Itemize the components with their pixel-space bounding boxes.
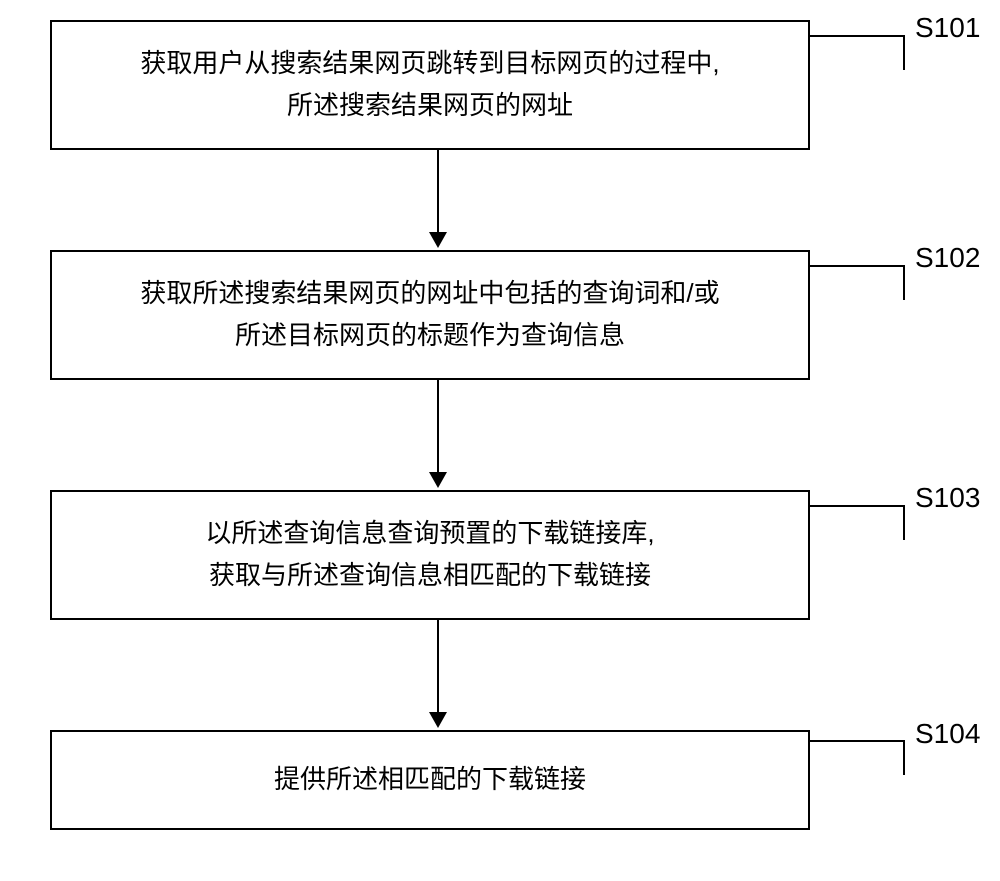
- step-box-s102: 获取所述搜索结果网页的网址中包括的查询词和/或 所述目标网页的标题作为查询信息: [50, 250, 810, 380]
- step-text-line2: 所述目标网页的标题作为查询信息: [235, 315, 625, 357]
- label-connector-s103: [810, 505, 905, 540]
- arrow-line: [437, 620, 439, 712]
- step-text-line2: 获取与所述查询信息相匹配的下载链接: [209, 555, 651, 597]
- arrow-line: [437, 380, 439, 472]
- label-connector-s101: [810, 35, 905, 70]
- label-connector-s102: [810, 265, 905, 300]
- step-box-s103: 以所述查询信息查询预置的下载链接库, 获取与所述查询信息相匹配的下载链接: [50, 490, 810, 620]
- step-text-line2: 所述搜索结果网页的网址: [287, 85, 573, 127]
- arrow-1: [429, 150, 447, 248]
- step-label-s103: S103: [915, 482, 980, 514]
- arrow-head-icon: [429, 472, 447, 488]
- step-text-line1: 获取所述搜索结果网页的网址中包括的查询词和/或: [140, 273, 719, 315]
- arrow-3: [429, 620, 447, 728]
- arrow-2: [429, 380, 447, 488]
- step-text-line1: 获取用户从搜索结果网页跳转到目标网页的过程中,: [140, 43, 719, 85]
- step-text-line1: 提供所述相匹配的下载链接: [274, 759, 586, 801]
- step-box-s104: 提供所述相匹配的下载链接: [50, 730, 810, 830]
- step-box-s101: 获取用户从搜索结果网页跳转到目标网页的过程中, 所述搜索结果网页的网址: [50, 20, 810, 150]
- step-label-s104: S104: [915, 718, 980, 750]
- arrow-line: [437, 150, 439, 232]
- label-connector-s104: [810, 740, 905, 775]
- step-label-s102: S102: [915, 242, 980, 274]
- step-text-line1: 以所述查询信息查询预置的下载链接库,: [205, 513, 654, 555]
- step-label-s101: S101: [915, 12, 980, 44]
- flowchart-container: 获取用户从搜索结果网页跳转到目标网页的过程中, 所述搜索结果网页的网址 S101…: [0, 0, 1000, 881]
- arrow-head-icon: [429, 712, 447, 728]
- arrow-head-icon: [429, 232, 447, 248]
